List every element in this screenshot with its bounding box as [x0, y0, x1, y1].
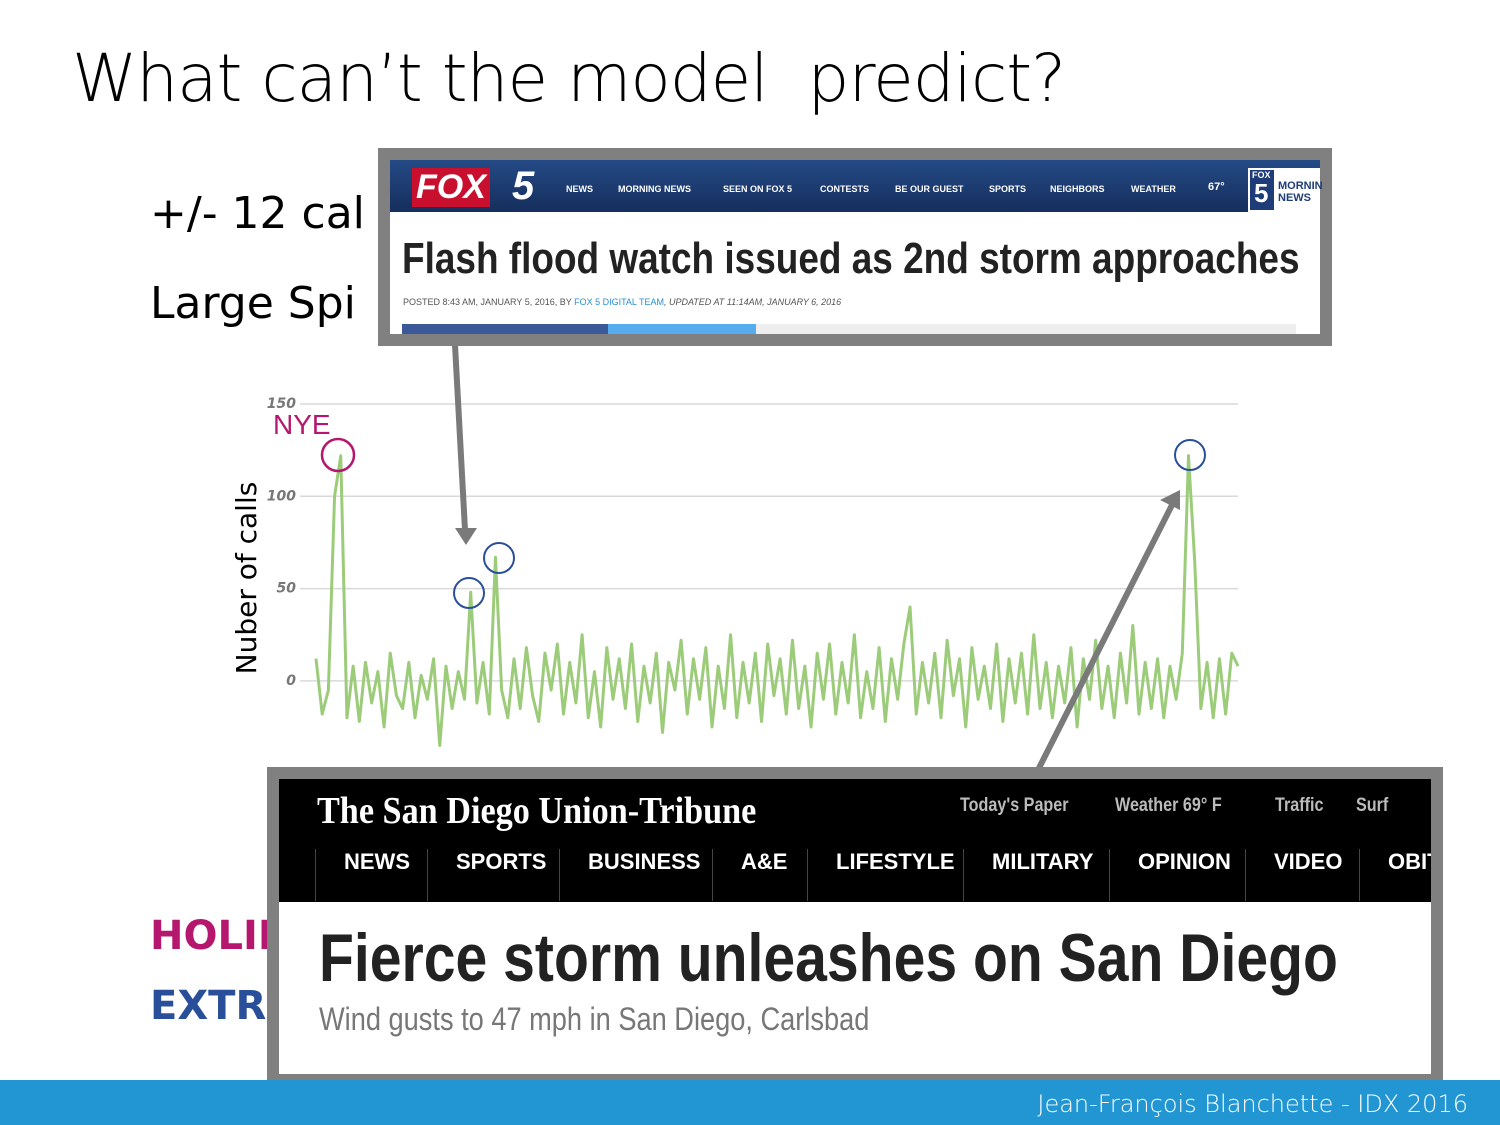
fox5-logo-number: 5: [512, 164, 535, 208]
nav-item[interactable]: SPORTS: [989, 184, 1027, 194]
footer-bar: Jean-François Blanchette - IDX 2016: [0, 1080, 1500, 1125]
side-logo-text: NEWS: [1278, 192, 1311, 204]
y-tick-label: 100: [267, 488, 296, 504]
ut-masthead: The San Diego Union-Tribune: [317, 790, 757, 832]
side-logo-text: 5: [1254, 178, 1269, 208]
side-logo-bg: [1250, 170, 1274, 210]
nav-item[interactable]: OPINION: [1109, 849, 1231, 901]
y-axis-label: Nuber of calls: [230, 482, 263, 675]
top-link[interactable]: Today's Paper: [960, 795, 1069, 816]
byline-text: , UPDATED AT 11:14AM, JANUARY 6, 2016: [663, 297, 842, 307]
slide-title: What can’t the model predict?: [72, 40, 1066, 117]
nav-item[interactable]: LIFESTYLE: [807, 849, 955, 901]
highlight-circle: [1174, 439, 1206, 471]
y-tick-label: 0: [286, 673, 296, 689]
ut-screenshot: The San Diego Union-Tribune Today's Pape…: [267, 767, 1443, 1086]
highlight-circle: [320, 437, 356, 473]
side-logo-text: MORNIN: [1278, 180, 1323, 192]
fox5-navbar: FOX 5 NEWS MORNING NEWS SEEN ON FOX 5 CO…: [390, 160, 1323, 212]
nav-item[interactable]: NEWS: [315, 849, 410, 901]
nav-item[interactable]: CONTESTS: [820, 184, 870, 194]
bullet: +/- 12 cal: [150, 188, 365, 239]
arrow-head: [1160, 490, 1180, 510]
byline-text: POSTED 8:43 AM, JANUARY 5, 2016, BY: [403, 297, 575, 307]
nav-item[interactable]: NEWS: [566, 184, 593, 194]
top-link[interactable]: Weather 69° F: [1115, 795, 1222, 816]
nav-item[interactable]: MILITARY: [963, 849, 1093, 901]
nav-item[interactable]: SPORTS: [427, 849, 546, 901]
y-tick-label: 150: [267, 396, 296, 412]
share-bar: [756, 324, 1296, 334]
nav-item[interactable]: BUSINESS: [559, 849, 700, 901]
ut-subhead: Wind gusts to 47 mph in San Diego, Carls…: [319, 1001, 870, 1037]
bullet: Large Spi: [150, 278, 356, 329]
nav-item[interactable]: SEEN ON FOX 5: [723, 184, 793, 194]
byline-author[interactable]: FOX 5 DIGITAL TEAM: [574, 297, 664, 307]
nav-item[interactable]: WEATHER: [1131, 184, 1176, 194]
fox5-logo: FOX: [412, 168, 490, 207]
nav-item[interactable]: A&E: [712, 849, 787, 901]
footer-text: Jean-François Blanchette - IDX 2016: [1037, 1090, 1468, 1118]
ut-page: The San Diego Union-Tribune Today's Pape…: [279, 779, 1431, 1074]
top-link[interactable]: Traffic: [1275, 795, 1324, 816]
fox5-headline: Flash flood watch issued as 2nd storm ap…: [402, 234, 1300, 283]
arrow: [1035, 503, 1175, 772]
side-logo: FOX 5 MORNIN NEWS: [1248, 168, 1323, 212]
ut-headline: Fierce storm unleashes on San Diego: [319, 920, 1338, 996]
nav-item[interactable]: BE OUR GUEST: [895, 184, 964, 194]
nav-item[interactable]: MORNING NEWS: [618, 184, 691, 194]
nav-item[interactable]: OBIT: [1359, 849, 1431, 901]
fox5-screenshot: FOX 5 NEWS MORNING NEWS SEEN ON FOX 5 CO…: [378, 148, 1332, 346]
arrow: [452, 344, 468, 531]
highlight-circle: [483, 542, 515, 574]
nav-item[interactable]: NEIGHBORS: [1050, 184, 1105, 194]
side-logo-text: FOX: [1252, 170, 1271, 180]
nav-item[interactable]: VIDEO: [1245, 849, 1342, 901]
arrow-head: [455, 528, 477, 545]
data-line: [314, 454, 1240, 747]
temperature: 67°: [1208, 181, 1225, 193]
fox5-page: FOX 5 NEWS MORNING NEWS SEEN ON FOX 5 CO…: [390, 160, 1323, 334]
ut-nav: NEWS SPORTS BUSINESS A&E LIFESTYLE MILIT…: [279, 849, 1431, 901]
ut-header: The San Diego Union-Tribune Today's Pape…: [279, 779, 1431, 902]
top-link[interactable]: Surf: [1356, 795, 1389, 816]
fox5-byline: POSTED 8:43 AM, JANUARY 5, 2016, BY FOX …: [403, 297, 841, 307]
share-button[interactable]: [402, 324, 608, 334]
plot: 0 50 100 150: [267, 396, 1240, 747]
highlight-circle: [453, 577, 485, 609]
annotation: NYE: [273, 409, 331, 440]
y-tick-label: 50: [277, 581, 297, 597]
share-button[interactable]: [608, 324, 756, 334]
